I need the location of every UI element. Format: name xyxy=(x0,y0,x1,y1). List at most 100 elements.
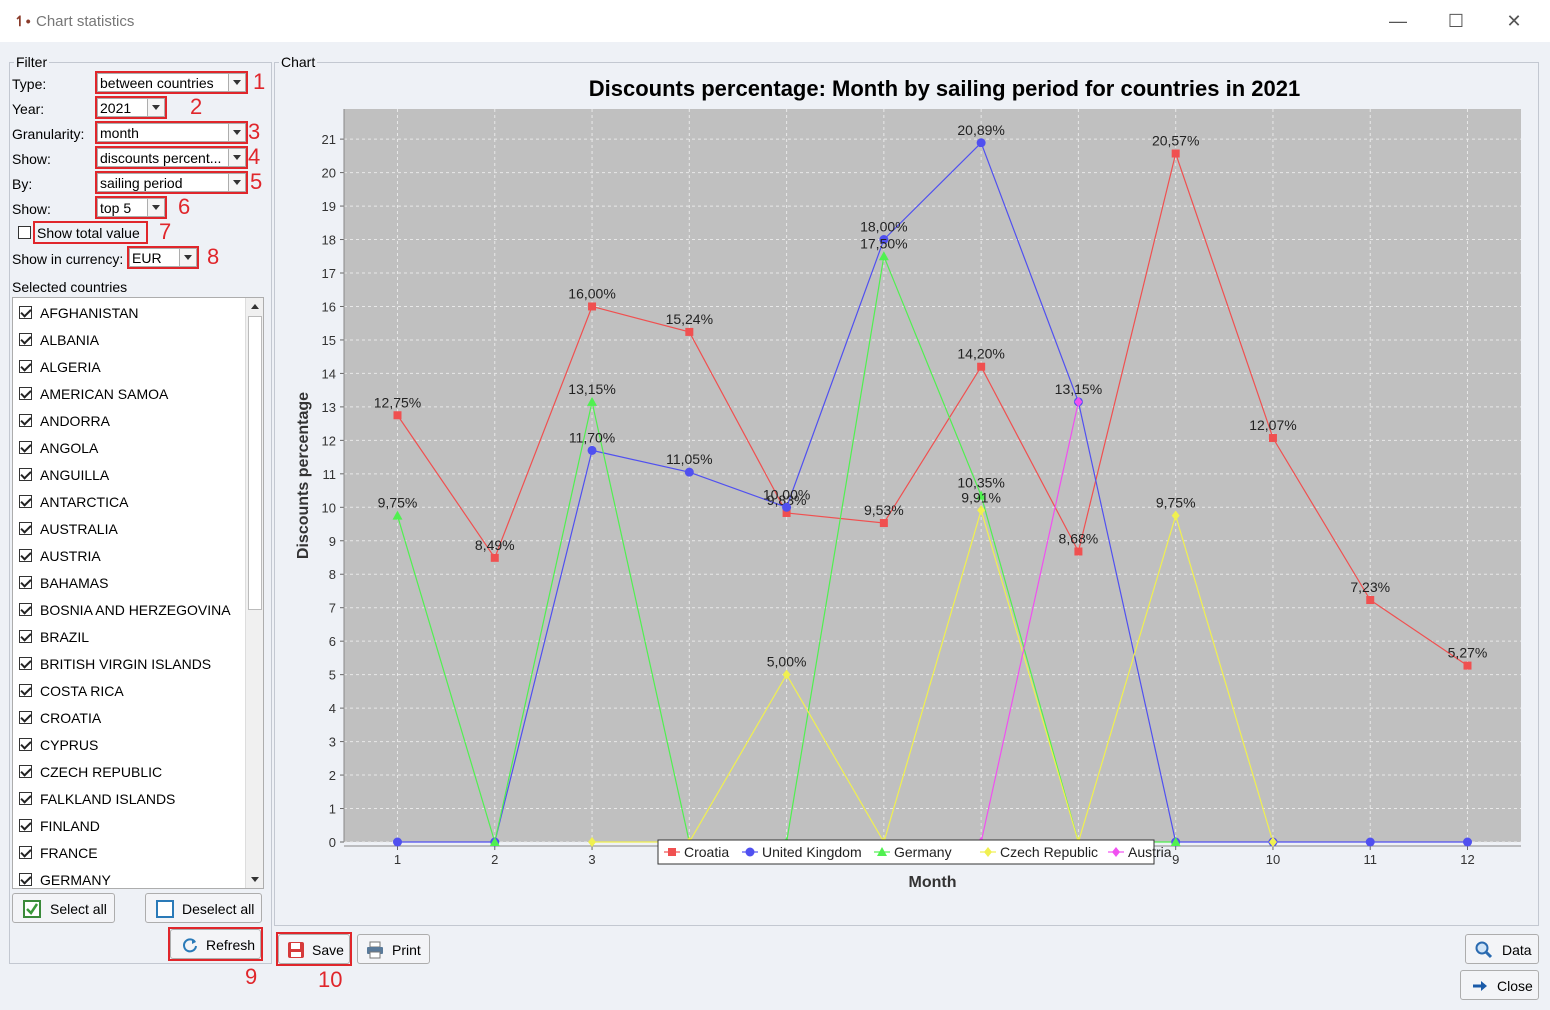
refresh-button[interactable]: Refresh xyxy=(170,929,261,959)
data-point xyxy=(587,445,597,455)
country-checkbox[interactable] xyxy=(19,549,32,562)
country-checkbox[interactable] xyxy=(19,495,32,508)
country-checkbox[interactable] xyxy=(19,765,32,778)
country-checkbox[interactable] xyxy=(19,414,32,427)
year-select[interactable]: 2021 xyxy=(97,98,165,117)
annotation-number-6: 6 xyxy=(178,194,191,219)
country-list-item[interactable]: COSTA RICA xyxy=(13,677,245,704)
show-total-label[interactable]: Show total value xyxy=(37,225,140,241)
country-list-item[interactable]: AUSTRIA xyxy=(13,542,245,569)
data-label: 11,05% xyxy=(666,451,712,467)
country-checkbox[interactable] xyxy=(19,684,32,697)
close-label: Close xyxy=(1497,978,1533,994)
show-select[interactable]: discounts percent... xyxy=(97,148,246,167)
series-line-czech-republic xyxy=(592,508,1274,845)
country-list-item[interactable]: ANTARCTICA xyxy=(13,488,245,515)
country-list-item[interactable]: BAHAMAS xyxy=(13,569,245,596)
country-list-item[interactable]: FINLAND xyxy=(13,812,245,839)
country-checkbox[interactable] xyxy=(19,873,32,886)
country-checkbox[interactable] xyxy=(19,792,32,805)
country-checkbox[interactable] xyxy=(19,630,32,643)
chart-title: Discounts percentage: Month by sailing p… xyxy=(589,76,1300,101)
country-list-item[interactable]: BRAZIL xyxy=(13,623,245,650)
country-checkbox[interactable] xyxy=(19,387,32,400)
countries-scrollbar[interactable] xyxy=(245,298,263,888)
country-list-item[interactable]: CROATIA xyxy=(13,704,245,731)
country-list-item[interactable]: FALKLAND ISLANDS xyxy=(13,785,245,812)
country-list-item[interactable]: ANGOLA xyxy=(13,434,245,461)
deselect-all-button[interactable]: Deselect all xyxy=(145,893,262,923)
country-list-item[interactable]: AUSTRALIA xyxy=(13,515,245,542)
country-list-item[interactable]: CZECH REPUBLIC xyxy=(13,758,245,785)
country-checkbox[interactable] xyxy=(19,576,32,589)
country-list-item[interactable]: AFGHANISTAN xyxy=(13,299,245,326)
minimize-button[interactable]: — xyxy=(1389,11,1407,31)
country-list-item[interactable]: ANDORRA xyxy=(13,407,245,434)
legend-item: Germany xyxy=(894,844,952,860)
data-point xyxy=(878,251,889,261)
currency-select[interactable]: EUR xyxy=(129,248,197,267)
country-list-item[interactable]: FRANCE xyxy=(13,839,245,866)
country-checkbox[interactable] xyxy=(19,522,32,535)
by-select[interactable]: sailing period xyxy=(97,173,246,192)
country-checkbox[interactable] xyxy=(19,441,32,454)
country-checkbox[interactable] xyxy=(19,603,32,616)
country-list-item[interactable]: BOSNIA AND HERZEGOVINA xyxy=(13,596,245,623)
x-tick-label: 10 xyxy=(1266,852,1280,867)
show-top-select[interactable]: top 5 xyxy=(97,198,165,217)
country-list-item[interactable]: GERMANY xyxy=(13,866,245,888)
chevron-down-icon xyxy=(228,149,245,166)
data-point xyxy=(977,505,986,516)
country-list-item[interactable]: ALBANIA xyxy=(13,326,245,353)
maximize-button[interactable]: ☐ xyxy=(1447,11,1465,31)
country-checkbox[interactable] xyxy=(19,738,32,751)
country-list-item[interactable]: AMERICAN SAMOA xyxy=(13,380,245,407)
country-checkbox[interactable] xyxy=(19,333,32,346)
data-button[interactable]: Data xyxy=(1465,934,1539,964)
legend-marker xyxy=(745,847,755,857)
country-checkbox[interactable] xyxy=(19,468,32,481)
country-checkbox[interactable] xyxy=(19,306,32,319)
chevron-down-icon xyxy=(228,124,245,141)
show-total-checkbox[interactable] xyxy=(18,226,31,239)
arrow-right-icon xyxy=(1473,981,1487,991)
save-button[interactable]: Save xyxy=(278,934,350,964)
close-window-button[interactable]: ✕ xyxy=(1506,11,1522,31)
data-point xyxy=(1171,149,1180,158)
series-line-austria xyxy=(980,401,1079,843)
country-list-item[interactable]: ANGUILLA xyxy=(13,461,245,488)
x-axis-label: Month xyxy=(909,874,957,891)
country-checkbox[interactable] xyxy=(19,360,32,373)
scroll-up-icon[interactable] xyxy=(246,298,263,315)
country-checkbox[interactable] xyxy=(19,819,32,832)
print-button[interactable]: Print xyxy=(357,934,430,964)
country-name: BRITISH VIRGIN ISLANDS xyxy=(40,656,212,672)
window-client: Filter Type: between countries Year: 202… xyxy=(0,42,1550,1010)
country-list-item[interactable]: ALGERIA xyxy=(13,353,245,380)
type-select[interactable]: between countries xyxy=(97,73,246,92)
scroll-down-icon[interactable] xyxy=(246,871,263,888)
x-tick-label: 9 xyxy=(1172,852,1179,867)
data-label: 16,00% xyxy=(568,285,615,301)
show-top-select-value: top 5 xyxy=(100,200,132,216)
country-name: AUSTRIA xyxy=(40,548,101,564)
select-all-button[interactable]: Select all xyxy=(12,893,115,923)
countries-list[interactable]: AFGHANISTAN ALBANIA ALGERIA AMERICAN SAMOA A… xyxy=(12,297,264,889)
data-label: 12,07% xyxy=(1249,417,1296,433)
selected-countries-label: Selected countries xyxy=(12,279,128,295)
country-checkbox[interactable] xyxy=(19,657,32,670)
country-checkbox[interactable] xyxy=(19,711,32,724)
y-tick-label: 6 xyxy=(329,634,336,649)
scroll-thumb[interactable] xyxy=(248,316,262,610)
country-list-item[interactable]: CYPRUS xyxy=(13,731,245,758)
country-name: ALBANIA xyxy=(40,332,100,348)
currency-select-value: EUR xyxy=(132,250,162,266)
show-select-value: discounts percent... xyxy=(100,150,222,166)
checkbox-empty-icon xyxy=(156,900,174,918)
granularity-select[interactable]: month xyxy=(97,123,246,142)
close-button[interactable]: Close xyxy=(1460,970,1539,1000)
country-checkbox[interactable] xyxy=(19,846,32,859)
country-list-item[interactable]: BRITISH VIRGIN ISLANDS xyxy=(13,650,245,677)
country-name: ANDORRA xyxy=(40,413,111,429)
granularity-select-value: month xyxy=(100,125,139,141)
